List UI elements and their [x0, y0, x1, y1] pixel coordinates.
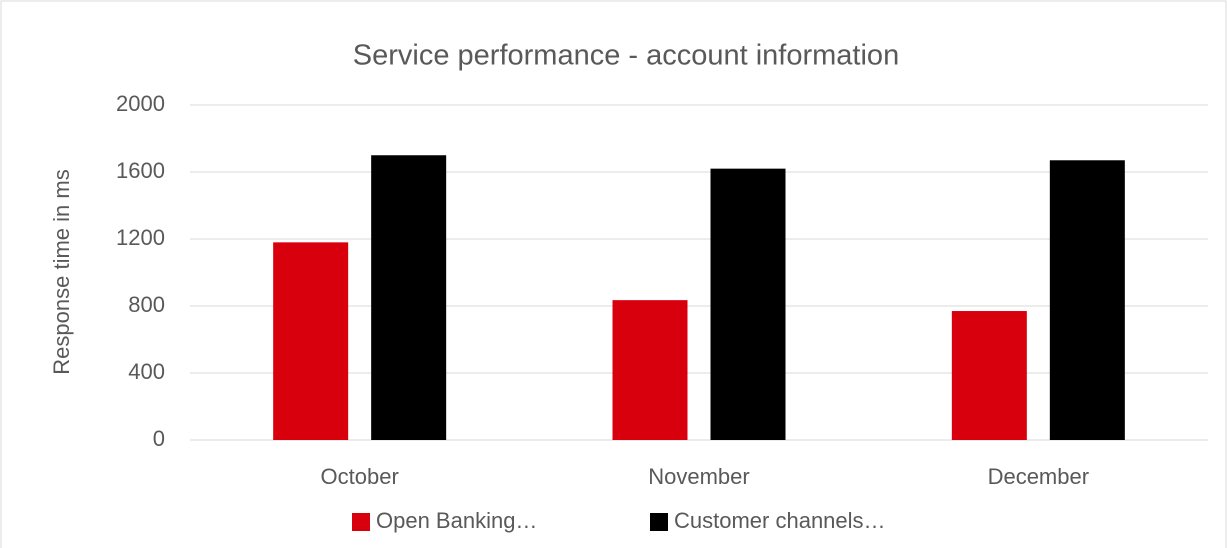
x-tick-label: December [988, 464, 1089, 489]
bar [612, 300, 688, 440]
bar [371, 155, 447, 440]
legend-label: Customer channels… [674, 508, 886, 533]
chart-title: Service performance - account informatio… [353, 40, 899, 72]
legend-swatch [352, 513, 370, 531]
legend-label: Open Banking… [376, 508, 537, 533]
y-tick-label: 0 [153, 426, 165, 451]
bar [273, 242, 349, 440]
bar [951, 311, 1027, 440]
bar [710, 168, 786, 440]
y-axis-label: Response time in ms [49, 169, 74, 374]
y-tick-label: 1600 [116, 158, 165, 183]
bar [1049, 160, 1125, 440]
x-tick-label: October [321, 464, 399, 489]
y-tick-label: 400 [128, 359, 165, 384]
y-tick-label: 800 [128, 292, 165, 317]
x-tick-label: November [648, 464, 749, 489]
y-tick-label: 1200 [116, 225, 165, 250]
y-tick-label: 2000 [116, 91, 165, 116]
legend-swatch [650, 513, 668, 531]
